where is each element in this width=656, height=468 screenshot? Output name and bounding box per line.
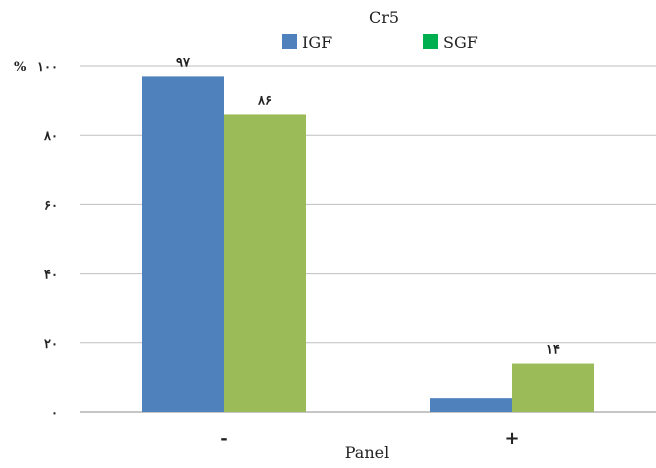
x-tick-label: - — [220, 428, 227, 449]
data-label: ۹۷ — [176, 55, 191, 70]
legend-swatch-igf — [282, 34, 297, 49]
bars — [142, 76, 594, 412]
bar-sgf-2 — [512, 363, 594, 412]
y-axis-ticks: ۰ ۲۰ ۴۰ ۶۰ ۸۰ ۱۰۰ — [37, 60, 58, 421]
x-axis-label: Panel — [345, 443, 389, 462]
data-labels: ۹۷ ۸۶ ۱۴ — [176, 55, 560, 357]
y-tick-label: ۸۰ — [43, 129, 58, 144]
bar-igf-1 — [142, 76, 224, 412]
bar-igf-2 — [430, 398, 512, 412]
y-tick-label: ۲۰ — [44, 337, 58, 352]
x-axis-ticks: - + — [220, 428, 519, 449]
x-tick-label: + — [504, 428, 519, 449]
y-tick-label: ۶۰ — [44, 198, 58, 213]
y-tick-label: ۴۰ — [44, 268, 58, 283]
legend-label-sgf: SGF — [443, 33, 478, 52]
legend-swatch-sgf — [423, 34, 438, 49]
data-label: ۸۶ — [257, 93, 272, 108]
y-tick-label: ۱۰۰ — [37, 60, 58, 75]
y-unit-label: % — [14, 60, 27, 75]
bar-sgf-1 — [224, 114, 306, 412]
data-label: ۱۴ — [546, 343, 560, 358]
y-tick-label: ۰ — [51, 406, 58, 421]
legend: IGF SGF — [282, 33, 478, 52]
legend-label-igf: IGF — [302, 33, 332, 52]
chart-title: Cr5 — [369, 8, 399, 27]
